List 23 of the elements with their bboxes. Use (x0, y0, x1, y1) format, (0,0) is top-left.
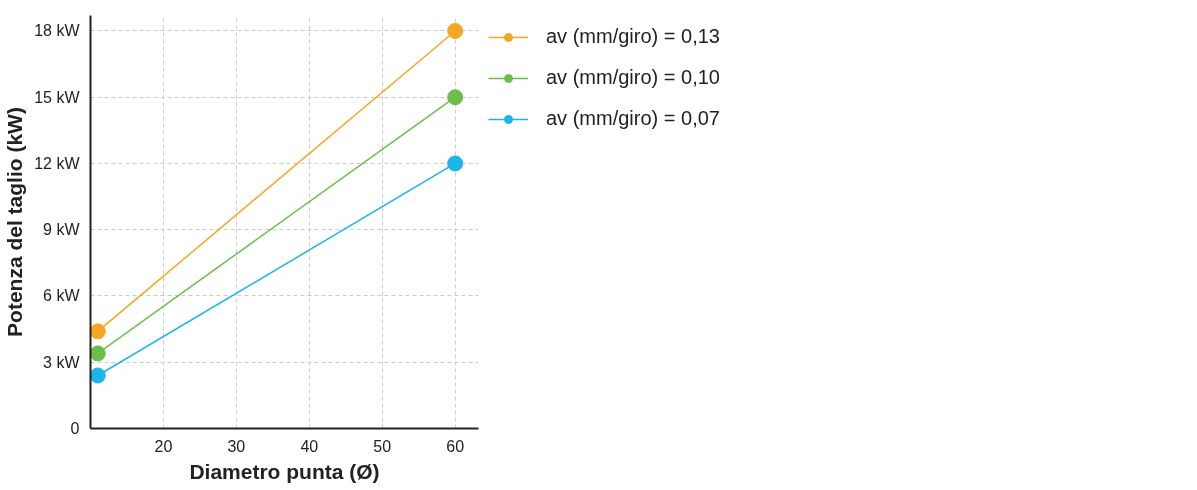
legend-label: av (mm/giro) = 0,10 (546, 66, 720, 89)
x-axis-title: Diametro punta (Ø) (189, 459, 380, 483)
y-tick-label: 6 kW (43, 287, 81, 305)
point (447, 155, 464, 172)
point (90, 323, 106, 340)
x-tick-label: 30 (227, 437, 246, 455)
x-tick-label: 40 (300, 437, 319, 455)
point (90, 367, 106, 384)
point (447, 22, 464, 39)
point (90, 345, 106, 362)
legend-label: av (mm/giro) = 0,13 (546, 25, 720, 48)
y-tick-label: 12 kW (34, 154, 81, 172)
x-tick-label: 50 (373, 437, 392, 455)
y-tick-label: 18 kW (34, 22, 81, 40)
y-axis-title: Potenza del taglio (kW) (3, 107, 27, 337)
y-tick-label: 9 kW (43, 221, 81, 239)
x-tick-label: 60 (446, 437, 465, 455)
x-tick-label: 20 (154, 437, 173, 455)
legend-label: av (mm/giro) = 0,07 (546, 107, 720, 130)
y-tick-label: 3 kW (43, 353, 81, 371)
y-tick-label: 0 (70, 420, 80, 437)
point (447, 89, 464, 106)
y-tick-label: 15 kW (34, 88, 81, 106)
